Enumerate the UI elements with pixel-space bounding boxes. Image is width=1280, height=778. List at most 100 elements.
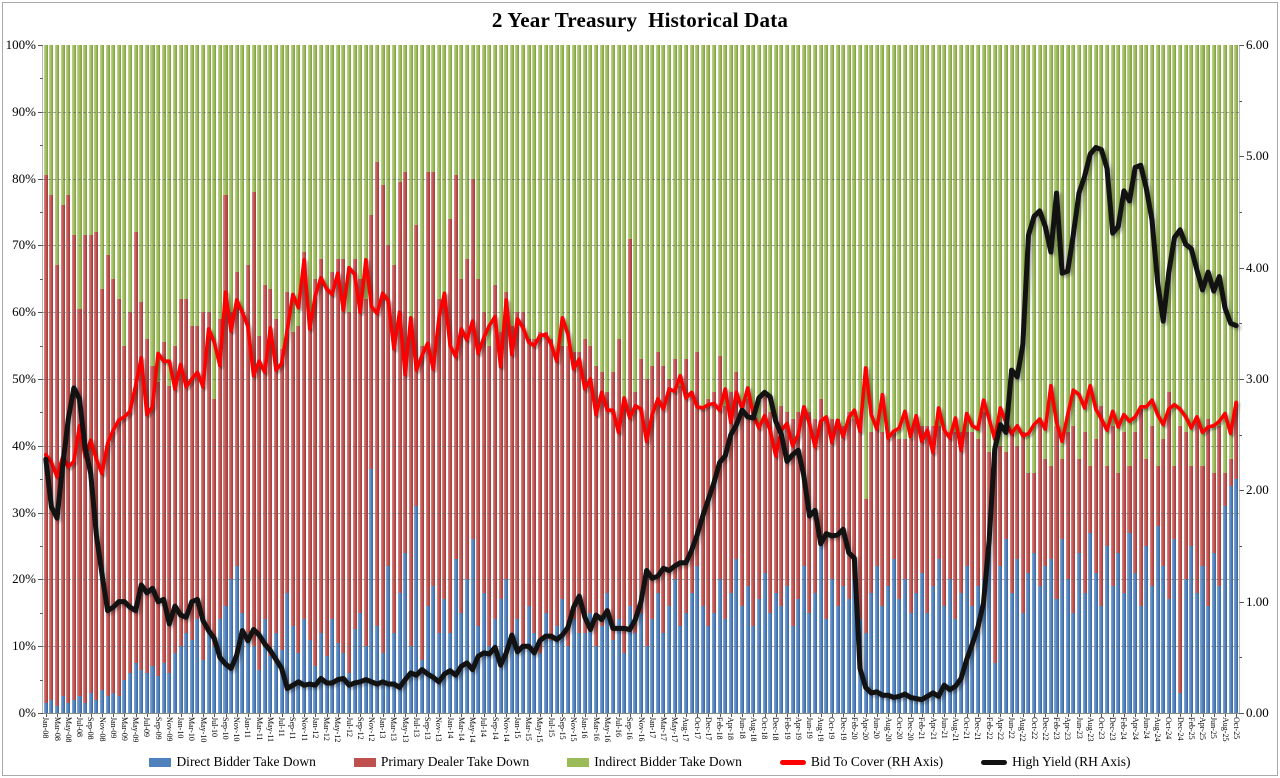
dealer-segment [790,419,795,627]
dealer-segment [1149,425,1154,587]
direct-segment [1155,525,1160,713]
left-axis-tick [38,312,43,314]
stacked-bar [71,45,76,713]
stacked-bar [234,45,239,713]
indirect-segment [212,45,217,400]
indirect-segment [930,45,935,426]
direct-segment [1217,586,1222,713]
direct-segment [1127,532,1132,713]
indirect-segment [49,45,54,196]
right-axis-minor-tick [1239,546,1242,547]
x-axis-tick [820,714,822,717]
dealer-segment [1015,445,1020,560]
indirect-segment [111,45,116,279]
dealer-segment [352,258,357,630]
indirect-segment [358,45,363,279]
direct-segment [734,559,739,713]
dealer-segment [1088,465,1093,533]
dealer-segment [711,392,716,613]
direct-segment [1009,592,1014,713]
stacked-bar [1054,45,1059,713]
stacked-bar [756,45,761,713]
indirect-segment [762,45,767,393]
dealer-segment [824,419,829,620]
stacked-bar [257,45,262,713]
direct-segment [1071,612,1076,713]
stacked-bar [886,45,891,713]
indirect-segment [178,45,183,299]
direct-segment [487,646,492,713]
x-axis-tick [966,714,968,717]
indirect-segment [1121,45,1126,433]
dealer-segment [504,292,509,580]
direct-segment [470,539,475,713]
dealer-segment [891,432,896,560]
indirect-segment [947,45,952,433]
x-axis-tick [910,714,912,717]
dealer-segment [914,419,919,593]
dealer-segment [1099,405,1104,607]
x-axis-tick-label: May-11 [265,717,275,743]
indirect-segment [700,45,705,406]
left-axis-minor-tick [40,679,43,681]
x-axis-tick [787,714,788,717]
indirect-segment [577,45,582,353]
bid-to-cover-line-swatch-icon [779,759,806,765]
direct-segment [515,619,520,713]
direct-segment [554,626,559,713]
dealer-segment [397,181,402,593]
indirect-segment [296,45,301,326]
chart-title: 2 Year Treasury Historical Data [491,8,789,32]
right-axis-tick-label: 2.00 [1246,482,1269,498]
dealer-segment [201,312,206,660]
direct-segment [498,599,503,713]
dealer-segment [515,312,520,620]
x-axis-tick [315,714,317,717]
direct-segment [796,599,801,713]
stacked-bar [66,45,71,713]
indirect-segment [1144,45,1149,460]
indirect-segment [352,45,357,259]
indirect-segment [1116,45,1121,473]
dealer-segment [813,419,818,593]
indirect-segment [1217,45,1222,426]
dealer-segment [947,432,952,580]
dealer-segment [436,298,441,633]
x-axis-tick [79,714,81,717]
dealer-segment [386,245,391,567]
right-axis-tick [1239,45,1244,46]
stacked-bar [94,45,99,713]
indirect-segment [824,45,829,420]
dealer-segment [481,312,486,593]
direct-segment [414,505,419,713]
indirect-segment [1076,45,1081,460]
stacked-bar [223,45,228,713]
x-axis-tick [562,714,564,717]
legend-item-dealer: Primary Dealer Take Down [353,754,529,770]
stacked-bar [605,45,610,713]
indirect-segment [869,45,874,433]
x-axis-tick-label: Sep-10 [221,717,230,740]
x-axis-tick-label: Jan-10 [176,717,186,739]
x-axis-tick-label: Jan-12 [310,717,320,739]
dealer-segment [206,312,211,630]
x-axis-tick [1236,714,1238,717]
dealer-segment [1155,465,1160,526]
dealer-segment [818,399,823,546]
x-axis-tick [831,714,833,717]
direct-segment [622,652,627,713]
indirect-segment [751,45,756,413]
x-axis-tick [180,714,182,717]
dealer-segment [99,288,104,690]
indirect-segment [942,45,947,433]
right-axis-tick [1239,379,1244,380]
indirect-segment [1009,45,1014,433]
x-axis-tick-label: Jan-15 [513,717,522,739]
direct-segment [1166,599,1171,713]
indirect-segment [723,45,728,406]
direct-segment [1082,592,1087,713]
stacked-bar [695,45,700,713]
x-axis-tick [888,714,890,717]
direct-segment [369,469,374,713]
direct-segment [492,619,498,713]
